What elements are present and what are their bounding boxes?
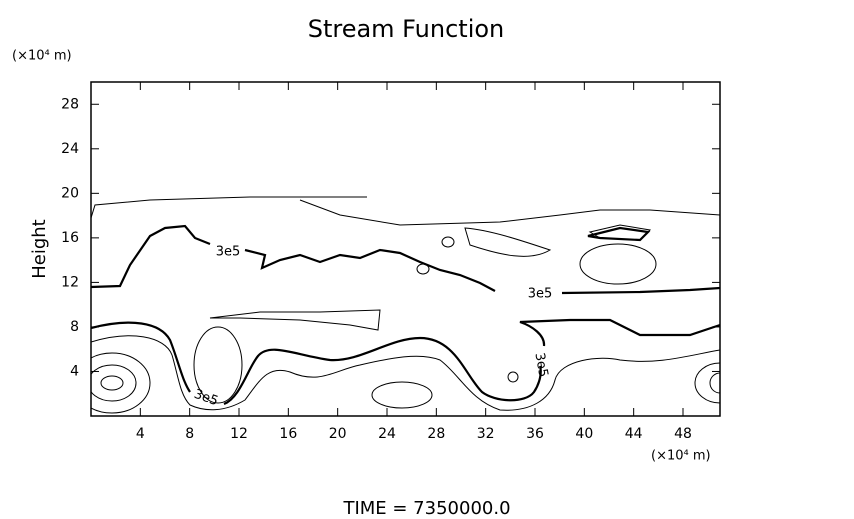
contour-line xyxy=(371,381,433,409)
x-tick-label: 40 xyxy=(575,426,593,442)
chart-title: Stream Function xyxy=(308,15,505,43)
x-tick-label: 12 xyxy=(230,426,248,442)
contours xyxy=(91,196,720,414)
y-unit: (×10⁴ m) xyxy=(12,49,72,64)
contour-label: 3e5 xyxy=(192,387,220,409)
y-tick-label: 24 xyxy=(61,141,79,157)
contour-line xyxy=(579,243,657,285)
plot-frame xyxy=(90,81,721,417)
contour-line xyxy=(91,224,720,295)
contour-line xyxy=(91,318,720,406)
x-tick-label: 28 xyxy=(427,426,445,442)
y-tick-label: 20 xyxy=(61,185,79,201)
x-tick-label: 8 xyxy=(185,426,194,442)
contour-line xyxy=(100,375,124,391)
x-tick-label: 20 xyxy=(329,426,347,442)
contour-label: 3e5 xyxy=(528,287,553,302)
contour-line xyxy=(209,309,381,331)
contour-line xyxy=(91,196,720,226)
contour-line xyxy=(91,352,151,414)
x-tick-label: 16 xyxy=(279,426,297,442)
contour-line xyxy=(91,335,720,411)
y-tick-label: 12 xyxy=(61,274,79,290)
y-tick-label: 28 xyxy=(61,96,79,112)
contour-line xyxy=(441,236,455,248)
x-tick-label: 36 xyxy=(526,426,544,442)
contour-label: 3e5 xyxy=(216,245,241,260)
y-tick-label: 8 xyxy=(70,319,79,335)
y-axis-label: Height xyxy=(29,219,50,279)
contour-line xyxy=(464,227,552,257)
x-tick-label: 32 xyxy=(477,426,495,442)
x-tick-label: 24 xyxy=(378,426,396,442)
y-tick-label: 16 xyxy=(61,230,79,246)
x-unit: (×10⁴ m) xyxy=(651,449,711,464)
contour-label: 3e5 xyxy=(531,352,550,379)
contour-line xyxy=(507,371,519,383)
contour-line xyxy=(416,263,430,275)
x-tick-label: 48 xyxy=(674,426,692,442)
y-tick-label: 4 xyxy=(70,363,79,379)
x-tick-label: 44 xyxy=(625,426,643,442)
contour-line xyxy=(709,372,720,394)
contour-line xyxy=(694,362,720,404)
contour-line xyxy=(193,326,243,404)
footer: TIME = 7350000.0 xyxy=(342,498,510,519)
contour-line xyxy=(587,226,651,242)
contour-line xyxy=(91,364,137,402)
x-tick-label: 4 xyxy=(136,426,145,442)
